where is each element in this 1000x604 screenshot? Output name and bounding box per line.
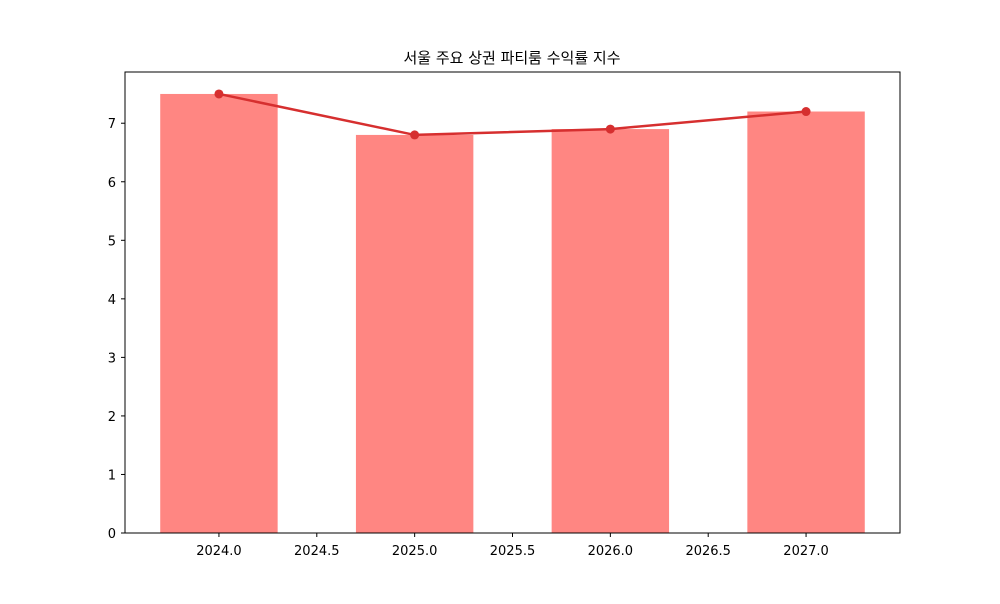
x-tick-label: 2024.0: [196, 544, 242, 559]
y-tick-label: 6: [108, 176, 116, 191]
x-tick-label: 2025.5: [490, 544, 536, 559]
bar-2025: [355, 134, 474, 533]
x-tick-label: 2027.0: [783, 544, 829, 559]
bar-2026: [551, 129, 670, 534]
y-tick-label: 3: [108, 351, 116, 366]
x-tick-label: 2025.0: [392, 544, 438, 559]
y-tick-label: 1: [108, 468, 116, 483]
chart-title: 서울 주요 상권 파티룸 수익률 지수: [403, 49, 620, 67]
x-tick-label: 2026.0: [588, 544, 634, 559]
line-point-2025: [410, 130, 420, 140]
line-point-2024: [214, 89, 224, 99]
y-tick-label: 7: [108, 117, 116, 132]
y-tick-label: 5: [108, 234, 116, 249]
line-series: [218, 92, 807, 137]
y-tick-label: 4: [108, 293, 116, 308]
bar-2024: [160, 93, 278, 533]
y-tick-label: 0: [108, 527, 116, 542]
line-point-2026: [605, 124, 615, 134]
bar-2027: [747, 111, 865, 533]
y-tick-label: 2: [108, 410, 116, 425]
x-tick-label: 2026.5: [685, 544, 731, 559]
x-tick-label: 2024.5: [294, 544, 340, 559]
line-point-2027: [801, 107, 811, 117]
